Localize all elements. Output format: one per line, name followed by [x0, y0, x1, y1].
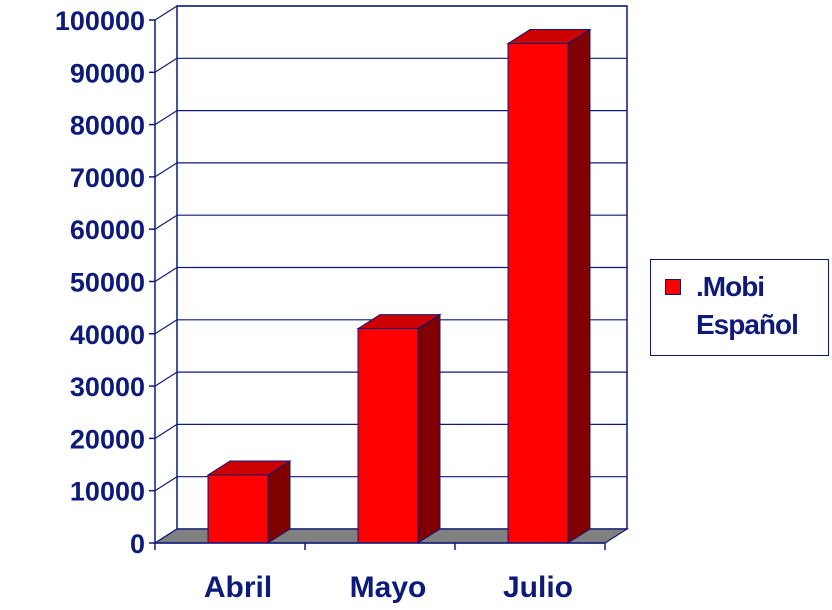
legend-label: .Mobi Español: [696, 271, 799, 340]
y-tick-label: 40000: [70, 320, 145, 350]
side-gridline: [154, 214, 178, 230]
y-tick-label: 30000: [70, 372, 145, 402]
y-tick-label: 70000: [70, 163, 145, 193]
x-tick-label: Mayo: [350, 571, 427, 604]
y-tick-label: 80000: [70, 111, 145, 141]
y-tick-label: 90000: [70, 58, 145, 88]
y-tick-label: 0: [130, 529, 145, 559]
bar-front: [357, 328, 419, 544]
y-tick-label: 20000: [70, 424, 145, 454]
legend-swatch: [665, 279, 681, 295]
bar: [206, 460, 292, 544]
bars: [206, 28, 592, 544]
bar-front: [507, 43, 569, 544]
side-gridline: [154, 319, 178, 335]
bar: [356, 313, 442, 544]
side-gridline: [154, 371, 178, 387]
bar-side: [567, 28, 591, 544]
side-gridline: [154, 110, 178, 126]
bar-front: [207, 474, 269, 544]
x-tick-labels: Abril Mayo Julio: [204, 571, 573, 604]
side-gridline: [154, 57, 178, 73]
side-gridline: [154, 5, 178, 21]
side-gridline: [154, 476, 178, 492]
bar: [506, 28, 592, 544]
y-tick-label: 100000: [55, 6, 145, 36]
side-gridline: [154, 423, 178, 439]
x-tick-label: Abril: [204, 571, 272, 604]
bar-side: [417, 313, 441, 544]
side-gridline: [154, 162, 178, 178]
y-tick-labels: 0 10000 20000 30000 40000 50000 60000 70000 8000…: [55, 6, 145, 559]
legend: .Mobi Español: [650, 259, 829, 356]
y-tick-label: 50000: [70, 268, 145, 298]
side-gridline: [154, 266, 178, 283]
y-tick-label: 60000: [70, 215, 145, 245]
axes: [149, 19, 606, 550]
x-tick-label: Julio: [503, 571, 573, 604]
y-tick-label: 10000: [70, 477, 145, 507]
